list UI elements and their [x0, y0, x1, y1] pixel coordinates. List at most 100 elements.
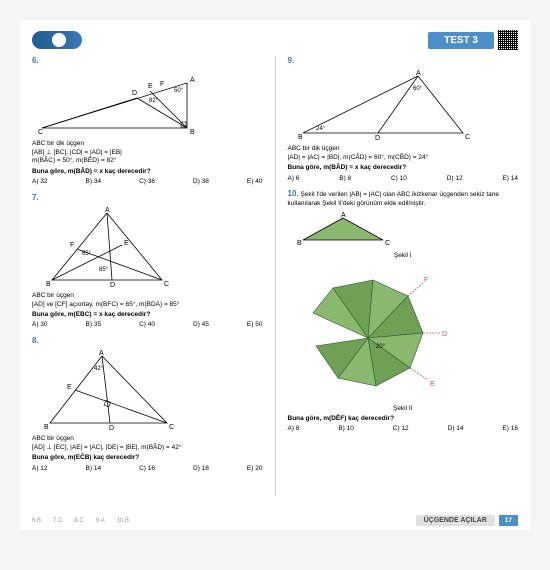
svg-text:E: E [67, 384, 72, 391]
svg-text:A: A [341, 212, 346, 219]
page-number: 17 [499, 515, 518, 526]
left-column: 6. C B A D E F 50° [32, 56, 263, 496]
q7-prompt: Buna göre, m(EBC) = x kaç derecedir? [32, 311, 263, 319]
right-column: 9. A B C D 60° 24° ABC bir dik üçgen |AD… [288, 56, 519, 496]
q10-text1: Şekil I'de verilen |AB| = |AC| olan ABC … [288, 191, 500, 206]
header-right: TEST 3 [428, 30, 518, 50]
q10-diagram-2: F D E 20° [288, 263, 519, 403]
opt-d: D) 18 [193, 465, 209, 473]
opt-b: B) 34 [86, 178, 102, 186]
qr-code-icon [498, 30, 518, 50]
opt-e: E) 40 [247, 178, 263, 186]
question-7: 7. A B C D E F 65° 85° [32, 193, 263, 330]
qnum: 6. [32, 56, 39, 65]
label-C: C [38, 129, 43, 136]
svg-text:A: A [416, 70, 421, 77]
label-A: A [190, 77, 195, 84]
answer-key: 6.B 7.C 8.C 9.A 10.B [32, 518, 129, 524]
svg-text:85°: 85° [99, 267, 109, 273]
logo-avatar [52, 33, 66, 47]
qnum: 8. [32, 336, 39, 345]
opt-b: B) 10 [338, 425, 354, 433]
brand-logo [32, 31, 82, 49]
opt-b: B) 35 [86, 321, 102, 329]
q8-text1: ABC bir üçgen [32, 435, 263, 443]
opt-d: D) 45 [193, 321, 209, 329]
opt-d: D) 14 [448, 425, 464, 433]
opt-c: C) 12 [393, 425, 409, 433]
qnum: 9. [288, 56, 295, 65]
q9-text2: |AD| = |AC| = |BD|, m(CÂD) = 60°, m(CB̂D… [288, 154, 519, 162]
q8-prompt: Buna göre, m(EĈB) kaç derecedir? [32, 454, 263, 462]
q6-diagram: C B A D E F 50° 82° [32, 68, 263, 138]
caption-2: Şekil II [288, 405, 519, 413]
q8-options: A) 12 B) 14 C) 16 D) 18 E) 20 [32, 465, 263, 473]
ans-6: 6.B [32, 518, 41, 524]
ans-9: 9.A [96, 518, 105, 524]
caption-1: Şekil I [288, 252, 519, 260]
q6-options: A) 32 B) 34 C) 36 D) 38 E) 40 [32, 178, 263, 186]
svg-text:E: E [430, 381, 435, 388]
opt-b: B) 8 [339, 175, 351, 183]
svg-text:A: A [105, 207, 110, 214]
svg-text:C: C [385, 240, 390, 247]
q6-prompt: Buna göre, m(BÂD) = x kaç derecedir? [32, 168, 263, 176]
q6-text1: ABC bir dik üçgen [32, 140, 263, 148]
label-D: D [132, 90, 137, 97]
q10-options: A) 8 B) 10 C) 12 D) 14 E) 16 [288, 425, 519, 433]
page-header: TEST 3 [32, 28, 518, 52]
q9-diagram: A B C D 60° 24° [288, 68, 519, 143]
svg-text:F: F [424, 277, 428, 284]
svg-text:C: C [465, 134, 470, 141]
qnum: 10. [288, 189, 299, 198]
footer-right: ÜÇGENDE AÇILAR 17 [416, 515, 518, 526]
question-10: 10. Şekil I'de verilen |AB| = |AC| olan … [288, 189, 519, 434]
svg-text:C: C [164, 281, 169, 288]
q8-text2: [AD] ⊥ [EC], |AE| = |AC|, |DE| = |BE|, m… [32, 444, 263, 452]
q7-text1: ABC bir üçgen [32, 292, 263, 300]
opt-e: E) 20 [247, 465, 263, 473]
svg-text:D: D [442, 331, 447, 338]
svg-text:A: A [99, 350, 104, 357]
question-8: 8. A B C D E 42° ABC bir üçg [32, 336, 263, 473]
svg-text:E: E [124, 240, 129, 247]
test-badge: TEST 3 [428, 32, 494, 49]
opt-d: D) 38 [193, 178, 209, 186]
svg-text:D: D [375, 135, 380, 142]
opt-b: B) 14 [86, 465, 102, 473]
q10-diagram-1: A B C [288, 210, 519, 250]
opt-c: C) 10 [391, 175, 407, 183]
q9-text1: ABC bir dik üçgen [288, 145, 519, 153]
opt-d: D) 12 [447, 175, 463, 183]
q10-prompt: Buna göre, m(DÊF) kaç derecedir? [288, 415, 519, 423]
q7-diagram: A B C D E F 65° 85° [32, 205, 263, 290]
svg-text:65°: 65° [82, 251, 92, 257]
svg-text:24°: 24° [316, 126, 326, 132]
svg-text:42°: 42° [94, 366, 104, 372]
svg-text:F: F [70, 242, 74, 249]
svg-text:B: B [46, 281, 51, 288]
label-E: E [148, 83, 153, 90]
opt-c: C) 16 [139, 465, 155, 473]
opt-a: A) 6 [288, 175, 300, 183]
opt-e: E) 50 [247, 321, 263, 329]
worksheet-page: TEST 3 6. C B A [20, 20, 530, 530]
opt-e: E) 16 [502, 425, 518, 433]
question-9: 9. A B C D 60° 24° ABC bir dik üçgen |AD… [288, 56, 519, 183]
angle-82: 82° [149, 98, 159, 104]
q8-diagram: A B C D E 42° [32, 348, 263, 433]
opt-a: A) 8 [288, 425, 300, 433]
svg-text:B: B [297, 240, 302, 247]
column-divider [275, 56, 276, 496]
page-footer: 6.B 7.C 8.C 9.A 10.B ÜÇGENDE AÇILAR 17 [32, 515, 518, 526]
ans-8: 8.C [74, 518, 83, 524]
q9-prompt: Buna göre, m(BÂD) = x kaç derecedir? [288, 164, 519, 172]
ans-7: 7.C [53, 518, 62, 524]
svg-text:60°: 60° [413, 86, 423, 92]
qnum: 7. [32, 193, 39, 202]
opt-e: E) 14 [502, 175, 518, 183]
angle-50: 50° [174, 88, 184, 94]
label-F: F [160, 81, 164, 88]
opt-a: A) 30 [32, 321, 48, 329]
svg-text:B: B [298, 134, 303, 141]
